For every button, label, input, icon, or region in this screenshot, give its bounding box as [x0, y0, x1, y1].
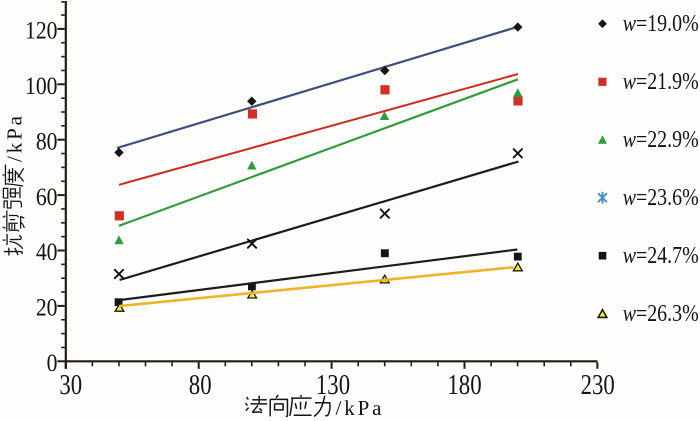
svg-text:w=26.3%: w=26.3% — [623, 299, 699, 326]
svg-text:w=19.0%: w=19.0% — [623, 9, 699, 36]
svg-text:230: 230 — [581, 369, 615, 401]
svg-text:80: 80 — [189, 369, 212, 401]
svg-text:40: 40 — [36, 239, 58, 267]
svg-text:80: 80 — [36, 128, 58, 156]
svg-text:0: 0 — [47, 349, 58, 377]
svg-text:/kPa: /kPa — [336, 396, 383, 420]
svg-text:w=22.9%: w=22.9% — [623, 125, 699, 152]
svg-text:120: 120 — [25, 17, 58, 45]
svg-text:w=21.9%: w=21.9% — [623, 67, 699, 94]
svg-text:130: 130 — [316, 369, 350, 401]
svg-text:180: 180 — [447, 369, 481, 401]
svg-text:w=23.6%: w=23.6% — [623, 183, 699, 210]
svg-text:100: 100 — [25, 72, 58, 100]
svg-text:60: 60 — [36, 183, 58, 211]
svg-text:w=24.7%: w=24.7% — [623, 241, 699, 268]
svg-text:20: 20 — [36, 294, 58, 322]
svg-text:/kPa: /kPa — [3, 115, 27, 162]
svg-text:30: 30 — [59, 369, 82, 401]
